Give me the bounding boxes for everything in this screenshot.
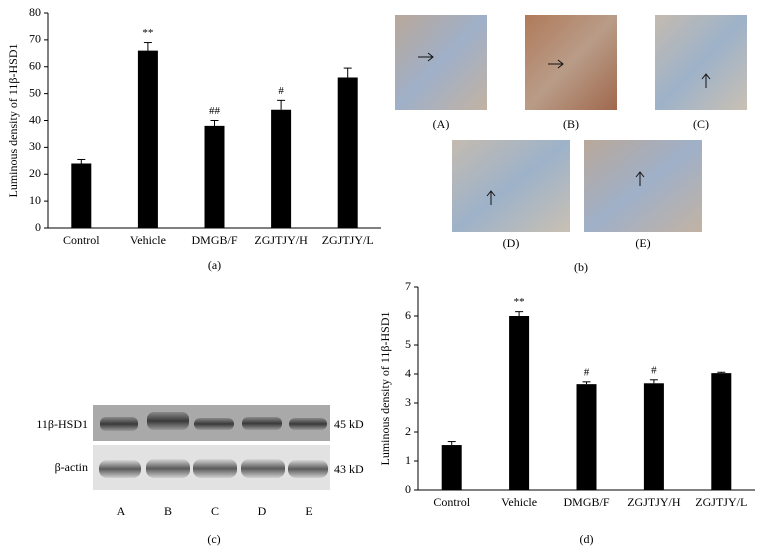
- micrograph-label: (B): [563, 117, 579, 131]
- x-tick-label: Control: [63, 233, 100, 247]
- micrographs: (A) (B) (C) (D) (E) (b): [395, 15, 747, 274]
- x-tick-label: Control: [433, 495, 470, 509]
- significance-label: #: [651, 364, 657, 376]
- y-tick-label: 2: [405, 424, 411, 438]
- micrograph-label: (A): [433, 117, 450, 131]
- bar: [137, 50, 158, 228]
- y-tick-label: 60: [29, 59, 41, 73]
- y-tick-label: 4: [405, 366, 411, 380]
- y-tick-label: 30: [29, 139, 41, 153]
- bands: [99, 412, 328, 478]
- y-tick-label: 0: [35, 220, 41, 234]
- bar: [271, 109, 292, 228]
- y-tick-label: 70: [29, 32, 41, 46]
- lane-label: E: [305, 504, 312, 518]
- bar: [337, 77, 358, 228]
- lane-label: D: [258, 504, 267, 518]
- y-tick-label: 80: [29, 5, 41, 19]
- y-tick-label: 10: [29, 193, 41, 207]
- y-tick-label: 20: [29, 166, 41, 180]
- blot-size: 45 kD: [334, 417, 364, 431]
- western-blot: 11β-HSD1 β-actin 45 kD 43 kD A B C D E (…: [36, 405, 364, 546]
- y-tick-label: 0: [405, 482, 411, 496]
- y-tick-label: 1: [405, 453, 411, 467]
- x-tick-label: ZGJTJY/L: [322, 233, 374, 247]
- x-tick-label: Vehicle: [130, 233, 166, 247]
- panel-label: (a): [208, 258, 221, 272]
- bar: [71, 163, 92, 228]
- y-axis-title: Luminous density of 11β-HSD1: [378, 312, 392, 466]
- bar: [643, 383, 664, 490]
- micrograph-b: [525, 15, 617, 110]
- blot-row-label: β-actin: [55, 460, 88, 474]
- significance-label: **: [514, 296, 525, 308]
- micrograph-c: [655, 15, 747, 110]
- x-tick-label: ZGJTJY/L: [695, 495, 747, 509]
- significance-label: ##: [209, 105, 221, 117]
- y-tick-label: 7: [405, 279, 411, 293]
- micrograph-a: [395, 15, 487, 110]
- y-tick-label: 6: [405, 308, 411, 322]
- lane-label: C: [211, 504, 219, 518]
- bar: [509, 316, 530, 490]
- x-tick-label: Vehicle: [501, 495, 537, 509]
- x-tick-label: DMGB/F: [563, 495, 609, 509]
- bar: [204, 125, 225, 228]
- x-tick-label: DMGB/F: [191, 233, 237, 247]
- panel-label: (b): [574, 260, 588, 274]
- bar: [576, 384, 597, 490]
- blot-size: 43 kD: [334, 462, 364, 476]
- significance-label: #: [584, 366, 590, 378]
- y-tick-label: 40: [29, 112, 41, 126]
- y-axis-title: Luminous density of 11β-HSD1: [6, 44, 20, 198]
- y-tick-label: 3: [405, 395, 411, 409]
- panel-label: (d): [580, 532, 594, 546]
- significance-label: **: [142, 27, 153, 39]
- micrograph-e: [584, 140, 702, 232]
- y-tick-label: 5: [405, 337, 411, 351]
- blot-row-label: 11β-HSD1: [36, 417, 88, 431]
- y-tick-label: 50: [29, 85, 41, 99]
- micrograph-d: [452, 140, 570, 232]
- bar: [441, 445, 462, 490]
- lane-label: B: [164, 504, 172, 518]
- bar: [711, 373, 732, 490]
- arrows: [418, 52, 711, 205]
- panel-label: (c): [207, 532, 220, 546]
- x-tick-label: ZGJTJY/H: [254, 233, 308, 247]
- significance-label: #: [278, 85, 284, 97]
- micrograph-label: (C): [693, 117, 709, 131]
- lane-label: A: [117, 504, 126, 518]
- micrograph-label: (D): [503, 236, 520, 250]
- micrograph-label: (E): [635, 236, 650, 250]
- x-tick-label: ZGJTJY/H: [627, 495, 681, 509]
